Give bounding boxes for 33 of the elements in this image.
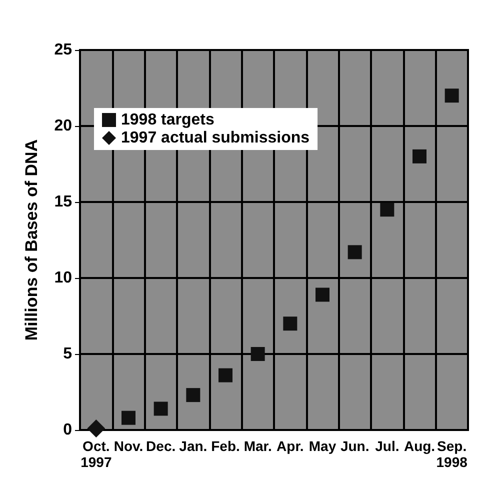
point	[122, 410, 136, 425]
x-tick-label: Jan.	[179, 438, 208, 454]
x-tick-label: Jun.	[340, 438, 370, 454]
point	[283, 316, 298, 331]
y-tick-label: 0	[63, 422, 72, 438]
legend-label: 1998 targets	[121, 112, 214, 128]
x-tick-label: Nov.	[114, 438, 144, 454]
x-tick-label: Apr.	[276, 438, 304, 454]
point	[218, 368, 232, 382]
y-tick-label: 10	[54, 270, 72, 286]
point	[316, 288, 330, 302]
x-tick-label: Feb.	[211, 438, 240, 454]
point	[412, 149, 426, 164]
point	[380, 202, 394, 217]
point	[444, 88, 459, 103]
x-tick-label: Oct. 1997	[80, 438, 112, 470]
y-tick-label: 20	[54, 118, 72, 134]
x-tick-label: Mar.	[244, 438, 272, 454]
x-tick-label: May	[308, 438, 336, 454]
x-tick-label: Sep. 1998	[436, 438, 468, 470]
point	[186, 388, 200, 402]
x-tick-label: Dec.	[146, 438, 176, 454]
point	[87, 419, 106, 438]
point	[348, 245, 362, 260]
point	[154, 402, 168, 416]
legend-label: 1997 actual submissions	[121, 130, 310, 146]
point	[250, 347, 265, 361]
x-tick-label: Jul.	[375, 438, 400, 454]
y-tick-label: 25	[54, 42, 72, 58]
y-tick-label: 15	[54, 194, 72, 210]
y-axis-title: Millions of Bases of DNA	[22, 139, 41, 341]
y-tick-label: 5	[63, 346, 72, 362]
x-tick-label: Aug.	[404, 438, 436, 454]
